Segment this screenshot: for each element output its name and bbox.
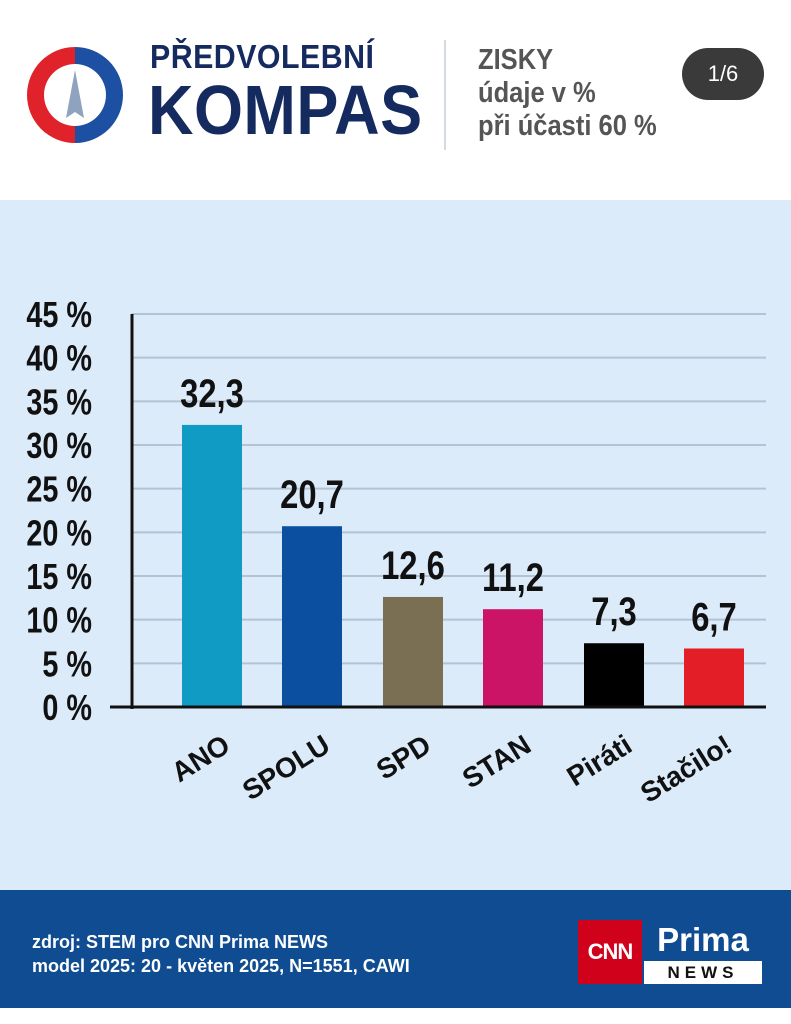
page-indicator[interactable]: 1/6: [682, 48, 764, 100]
source-line-1: zdroj: STEM pro CNN Prima NEWS: [32, 932, 329, 952]
prima-logo: Prima: [657, 921, 749, 958]
y-tick-label: 15 %: [26, 556, 92, 597]
subtitle-line-3: při účasti 60 %: [478, 110, 657, 142]
y-tick-label: 45 %: [26, 294, 92, 335]
data-label: 12,6: [381, 543, 445, 588]
data-label: 6,7: [691, 594, 737, 639]
source-line-2: model 2025: 20 - květen 2025, N=1551, CA…: [32, 956, 410, 976]
data-label: 7,3: [591, 589, 637, 634]
category-label: SPD: [371, 729, 436, 786]
y-tick-label: 10 %: [26, 600, 92, 641]
news-logo: NEWS: [644, 961, 762, 984]
data-label: 32,3: [180, 371, 244, 416]
compass-logo-icon: [27, 47, 123, 143]
y-tick-label: 5 %: [42, 643, 92, 684]
title-line-2: KOMPAS: [148, 71, 423, 149]
data-label: 20,7: [280, 472, 344, 517]
y-tick-label: 20 %: [26, 512, 92, 553]
category-label: SPOLU: [237, 729, 335, 806]
bar-chart: 0 %5 %10 %15 %20 %25 %30 %35 %40 %45 % 32…: [26, 294, 766, 809]
header: PŘEDVOLEBNÍ KOMPAS ZISKY údaje v % při ú…: [0, 0, 791, 200]
subtitle-line-2: údaje v %: [478, 77, 596, 109]
y-tick-label: 35 %: [26, 381, 92, 422]
subtitle: ZISKY údaje v % při účasti 60 %: [478, 44, 657, 143]
source-note: zdroj: STEM pro CNN Prima NEWS model 202…: [32, 930, 410, 978]
cnn-logo: CNN: [578, 920, 642, 984]
category-label: STAN: [457, 729, 536, 795]
title-line-1: PŘEDVOLEBNÍ: [150, 38, 375, 75]
bar: [182, 424, 242, 707]
y-tick-label: 25 %: [26, 469, 92, 510]
header-divider: [444, 40, 446, 150]
y-tick-label: 40 %: [26, 338, 92, 379]
footer: zdroj: STEM pro CNN Prima NEWS model 202…: [0, 890, 791, 1008]
bar: [282, 526, 342, 707]
cnn-prima-news-logo: CNN Prima NEWS: [578, 920, 762, 984]
category-label: Piráti: [561, 729, 637, 792]
bar: [383, 596, 443, 707]
bar: [684, 648, 744, 707]
y-tick-label: 30 %: [26, 425, 92, 466]
bottom-strip: [0, 1008, 791, 1024]
category-label: ANO: [166, 729, 235, 788]
category-label: Stačilo!: [635, 729, 737, 809]
bar: [483, 609, 543, 707]
data-label: 11,2: [482, 555, 544, 600]
subtitle-line-1: ZISKY: [478, 44, 554, 76]
bar: [584, 643, 644, 707]
y-tick-label: 0 %: [42, 687, 92, 728]
